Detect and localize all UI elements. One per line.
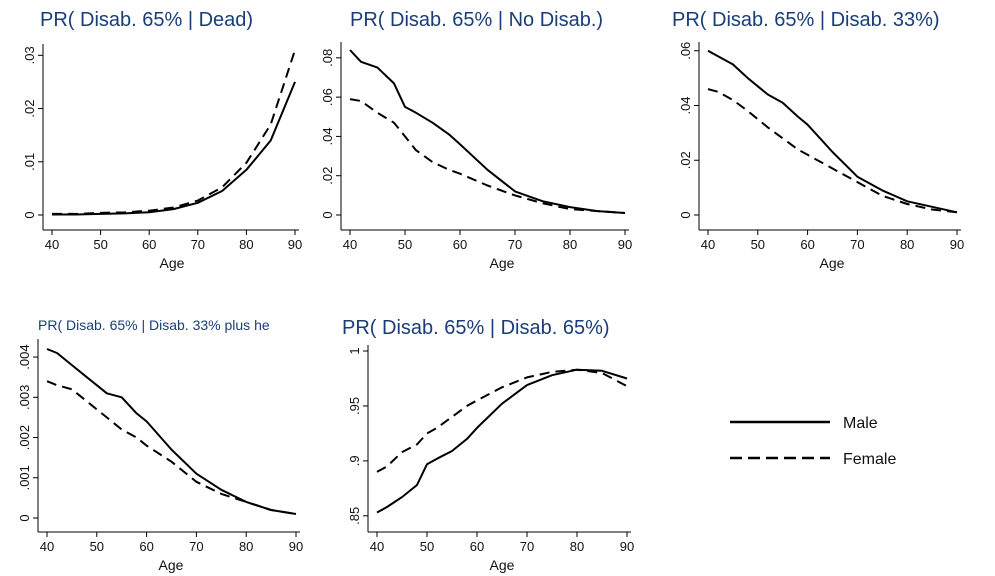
x-tick-label: 70: [850, 237, 864, 252]
y-tick-label: .06: [320, 88, 335, 106]
y-tick-label: .004: [17, 344, 32, 369]
series-line-male: [707, 49, 958, 214]
panel-title: PR( Disab. 65% | Disab. 33%): [672, 9, 940, 31]
x-tick-label: 70: [520, 539, 534, 554]
y-tick-label: .003: [17, 385, 32, 410]
x-tick-label: 60: [453, 237, 467, 252]
legend-label-male: Male: [843, 415, 878, 432]
series-line-male: [349, 49, 626, 214]
x-tick-label: 40: [343, 237, 357, 252]
x-tick-label: 50: [93, 237, 107, 252]
y-tick-label: .02: [22, 100, 37, 118]
x-tick-label: 60: [142, 237, 156, 252]
x-tick-label: 50: [420, 539, 434, 554]
x-axis-label: Age: [159, 557, 184, 573]
panel-no-disab: PR( Disab. 65% | No Disab.) Age 40 50 60 70…: [320, 9, 632, 271]
x-tick-label: 60: [470, 539, 484, 554]
y-tick-label: .04: [320, 127, 335, 145]
x-axis-label: Age: [820, 255, 845, 271]
x-tick-label: 50: [90, 539, 104, 554]
x-tick-label: 80: [239, 237, 253, 252]
y-tick-label: .08: [320, 49, 335, 67]
x-tick-label: 90: [288, 237, 302, 252]
series-line-female: [46, 380, 297, 515]
series-line-male: [46, 348, 297, 515]
x-tick-label: 60: [800, 237, 814, 252]
series-line-female: [52, 49, 296, 215]
y-tick-label: .02: [678, 151, 693, 169]
x-tick-label: 80: [239, 539, 253, 554]
y-tick-label: 0: [22, 211, 37, 218]
series-line-male: [52, 81, 296, 216]
y-tick-label: 0: [17, 514, 32, 521]
x-tick-label: 40: [45, 237, 59, 252]
y-tick-label: .01: [22, 153, 37, 171]
x-tick-label: 90: [620, 539, 634, 554]
y-tick-label: .95: [347, 397, 362, 415]
y-tick-label: .04: [678, 96, 693, 114]
panel-title: PR( Disab. 65% | Disab. 33% plus he: [38, 317, 270, 333]
x-tick-label: 40: [370, 539, 384, 554]
x-tick-label: 50: [751, 237, 765, 252]
y-tick-label: .03: [22, 46, 37, 64]
panel-title: PR( Disab. 65% | Dead): [40, 9, 253, 31]
x-axis-label: Age: [490, 255, 515, 271]
panel-disab-65: PR( Disab. 65% | Disab. 65%) Age 40 50 60 7…: [342, 317, 634, 573]
y-tick-label: .85: [347, 507, 362, 525]
panel-disab-33: PR( Disab. 65% | Disab. 33%) Age 40 50 60 7…: [672, 9, 964, 271]
x-axis-label: Age: [160, 255, 185, 271]
x-tick-label: 80: [900, 237, 914, 252]
legend-label-female: Female: [843, 451, 896, 468]
x-axis-label: Age: [490, 557, 515, 573]
x-tick-label: 50: [398, 237, 412, 252]
y-tick-label: 1: [347, 347, 362, 354]
y-tick-label: .9: [347, 455, 362, 466]
x-tick-label: 70: [508, 237, 522, 252]
x-tick-label: 40: [701, 237, 715, 252]
x-tick-label: 40: [40, 539, 54, 554]
panel-dead: PR( Disab. 65% | Dead) Age 40 50 60 70 80 90 0…: [22, 9, 302, 271]
y-tick-label: .002: [17, 425, 32, 450]
x-tick-label: 90: [618, 237, 632, 252]
panel-disab-33-plus: PR( Disab. 65% | Disab. 33% plus he Age …: [17, 317, 303, 573]
x-tick-label: 80: [570, 539, 584, 554]
y-tick-label: .001: [17, 465, 32, 490]
y-tick-label: .02: [320, 167, 335, 185]
series-line-male: [376, 368, 628, 514]
y-tick-label: 0: [678, 211, 693, 218]
y-tick-label: .06: [678, 42, 693, 60]
x-tick-label: 70: [189, 539, 203, 554]
series-line-female: [707, 88, 958, 214]
x-tick-label: 90: [289, 539, 303, 554]
series-line-female: [376, 368, 628, 473]
panel-title: PR( Disab. 65% | No Disab.): [350, 9, 603, 31]
legend: Male Female: [730, 415, 896, 468]
panel-title: PR( Disab. 65% | Disab. 65%): [342, 317, 610, 339]
x-tick-label: 90: [950, 237, 964, 252]
series-line-female: [349, 98, 626, 214]
x-tick-label: 70: [191, 237, 205, 252]
x-tick-label: 60: [139, 539, 153, 554]
y-tick-label: 0: [320, 211, 335, 218]
x-tick-label: 80: [563, 237, 577, 252]
